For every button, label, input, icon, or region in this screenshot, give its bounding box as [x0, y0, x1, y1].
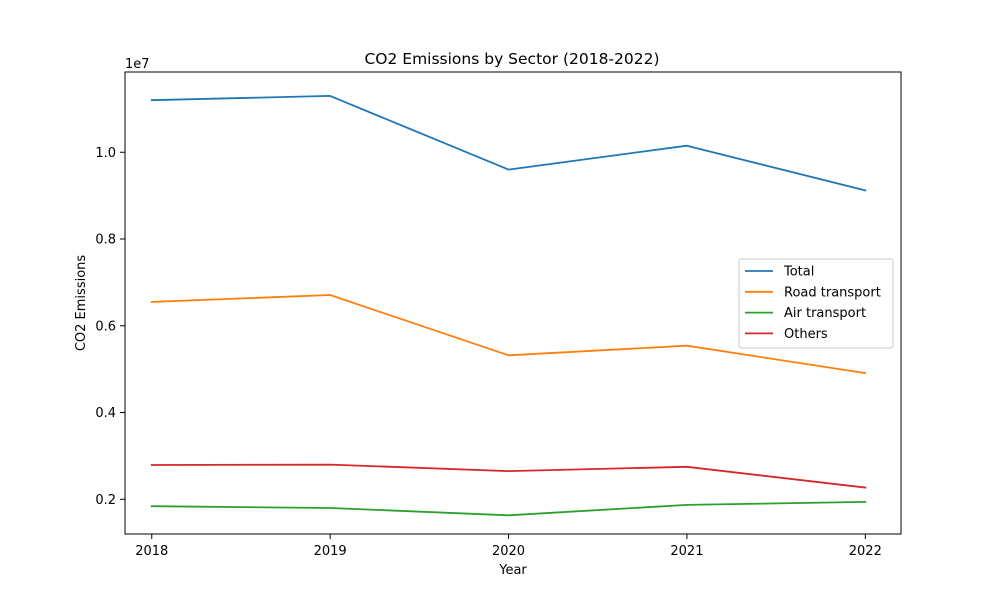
x-tick-label: 2021: [670, 544, 703, 559]
plot-area: [124, 71, 902, 535]
chart-title: CO2 Emissions by Sector (2018-2022): [364, 50, 659, 68]
y-tick-label: 0.4: [95, 406, 116, 421]
y-tick-label: 1.0: [95, 146, 116, 161]
x-tick-label: 2018: [135, 544, 168, 559]
legend-box: [738, 258, 894, 349]
x-tick-label: 2019: [314, 544, 347, 559]
y-axis: 0.2 0.4 0.6 0.8 1.0: [95, 146, 125, 508]
y-tick-label: 0.6: [95, 319, 116, 334]
legend-label: Others: [784, 327, 828, 342]
x-axis-label: Year: [498, 563, 527, 578]
y-axis-offset-label: 1e7: [125, 57, 150, 72]
y-tick-label: 0.8: [95, 233, 116, 248]
legend: Total Road transport Air transport Others: [738, 258, 894, 349]
legend-label: Air transport: [784, 306, 866, 321]
legend-label: Road transport: [784, 285, 881, 300]
series-group: [150, 95, 867, 517]
x-tick-label: 2022: [849, 544, 882, 559]
legend-label: Total: [783, 265, 814, 280]
series-line-air-transport: [150, 500, 867, 517]
plot-frame: [124, 71, 902, 535]
series-line-road-transport: [150, 294, 867, 375]
x-axis: 2018 2019 2020 2021 2022: [135, 534, 882, 559]
series-line-total: [150, 95, 867, 192]
y-tick-label: 0.2: [95, 493, 116, 508]
x-tick-label: 2020: [492, 544, 525, 559]
y-axis-label: CO2 Emissions: [74, 255, 89, 352]
series-line-others: [150, 463, 867, 489]
